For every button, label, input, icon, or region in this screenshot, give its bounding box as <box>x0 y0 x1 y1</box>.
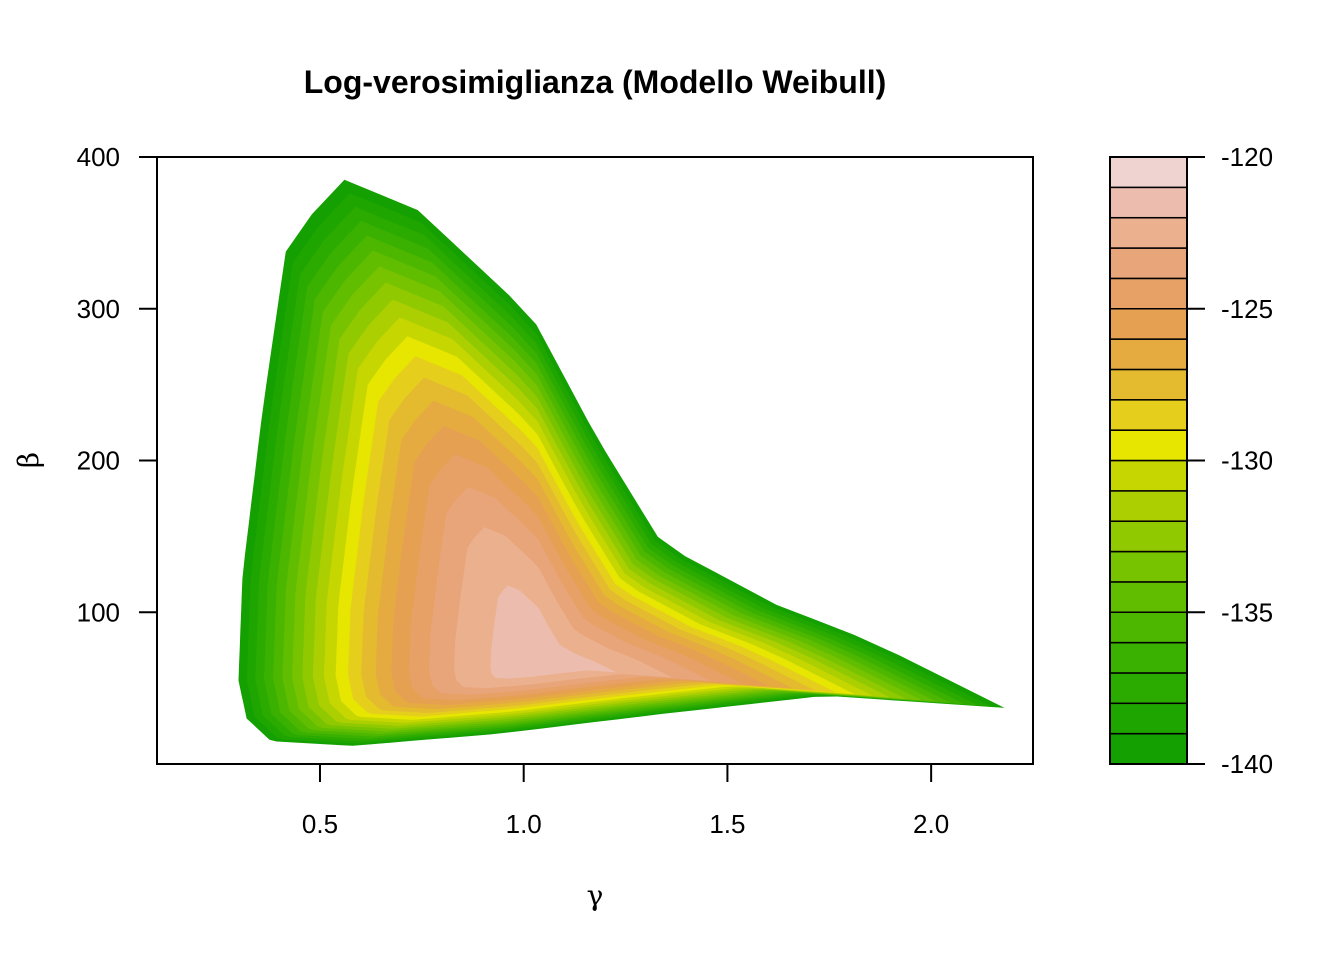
legend-swatch <box>1109 247 1188 280</box>
legend-swatch <box>1109 156 1188 189</box>
legend-swatch <box>1109 368 1188 401</box>
legend-swatch <box>1109 459 1188 492</box>
legend-tick-label: -120 <box>1221 142 1273 172</box>
legend-tick-label: -125 <box>1221 294 1273 324</box>
legend-tick-label: -130 <box>1221 446 1273 476</box>
x-axis: 0.5 1.0 1.5 2.0 <box>302 764 949 839</box>
y-axis: 100 200 300 400 <box>77 142 157 627</box>
chart-title: Log-verosimiglianza (Modello Weibull) <box>304 64 887 100</box>
legend-swatch <box>1109 611 1188 644</box>
contour-band <box>490 585 617 679</box>
y-tick-label: 300 <box>77 294 120 324</box>
legend-swatch <box>1109 672 1188 705</box>
legend-swatch <box>1109 308 1188 340</box>
x-tick-label: 2.0 <box>913 809 949 839</box>
legend-swatch <box>1109 702 1188 735</box>
x-tick-label: 1.5 <box>709 809 745 839</box>
legend-tick-label: -140 <box>1221 749 1273 779</box>
legend-tick-label: -135 <box>1221 597 1273 627</box>
legend-swatch <box>1109 581 1188 614</box>
y-tick-label: 100 <box>77 597 120 627</box>
legend-swatch <box>1109 550 1188 583</box>
legend-swatch <box>1109 399 1188 431</box>
legend-swatch <box>1109 732 1188 765</box>
legend-swatch <box>1109 641 1188 674</box>
legend-swatch <box>1109 338 1188 371</box>
x-tick-label: 1.0 <box>506 809 542 839</box>
legend-swatch <box>1109 520 1188 553</box>
x-tick-label: 0.5 <box>302 809 338 839</box>
y-tick-label: 400 <box>77 142 120 172</box>
legend-swatch <box>1109 490 1188 522</box>
x-axis-label: γ <box>587 879 604 912</box>
y-tick-label: 200 <box>77 446 120 476</box>
legend-swatch <box>1109 186 1188 219</box>
y-axis-label: β <box>12 452 45 468</box>
color-legend: -140 -135 -130 -125 -120 <box>1109 142 1273 779</box>
legend-swatch <box>1109 429 1188 462</box>
legend-swatch <box>1109 216 1188 249</box>
plot-area <box>238 179 1005 746</box>
legend-swatch <box>1109 277 1188 310</box>
